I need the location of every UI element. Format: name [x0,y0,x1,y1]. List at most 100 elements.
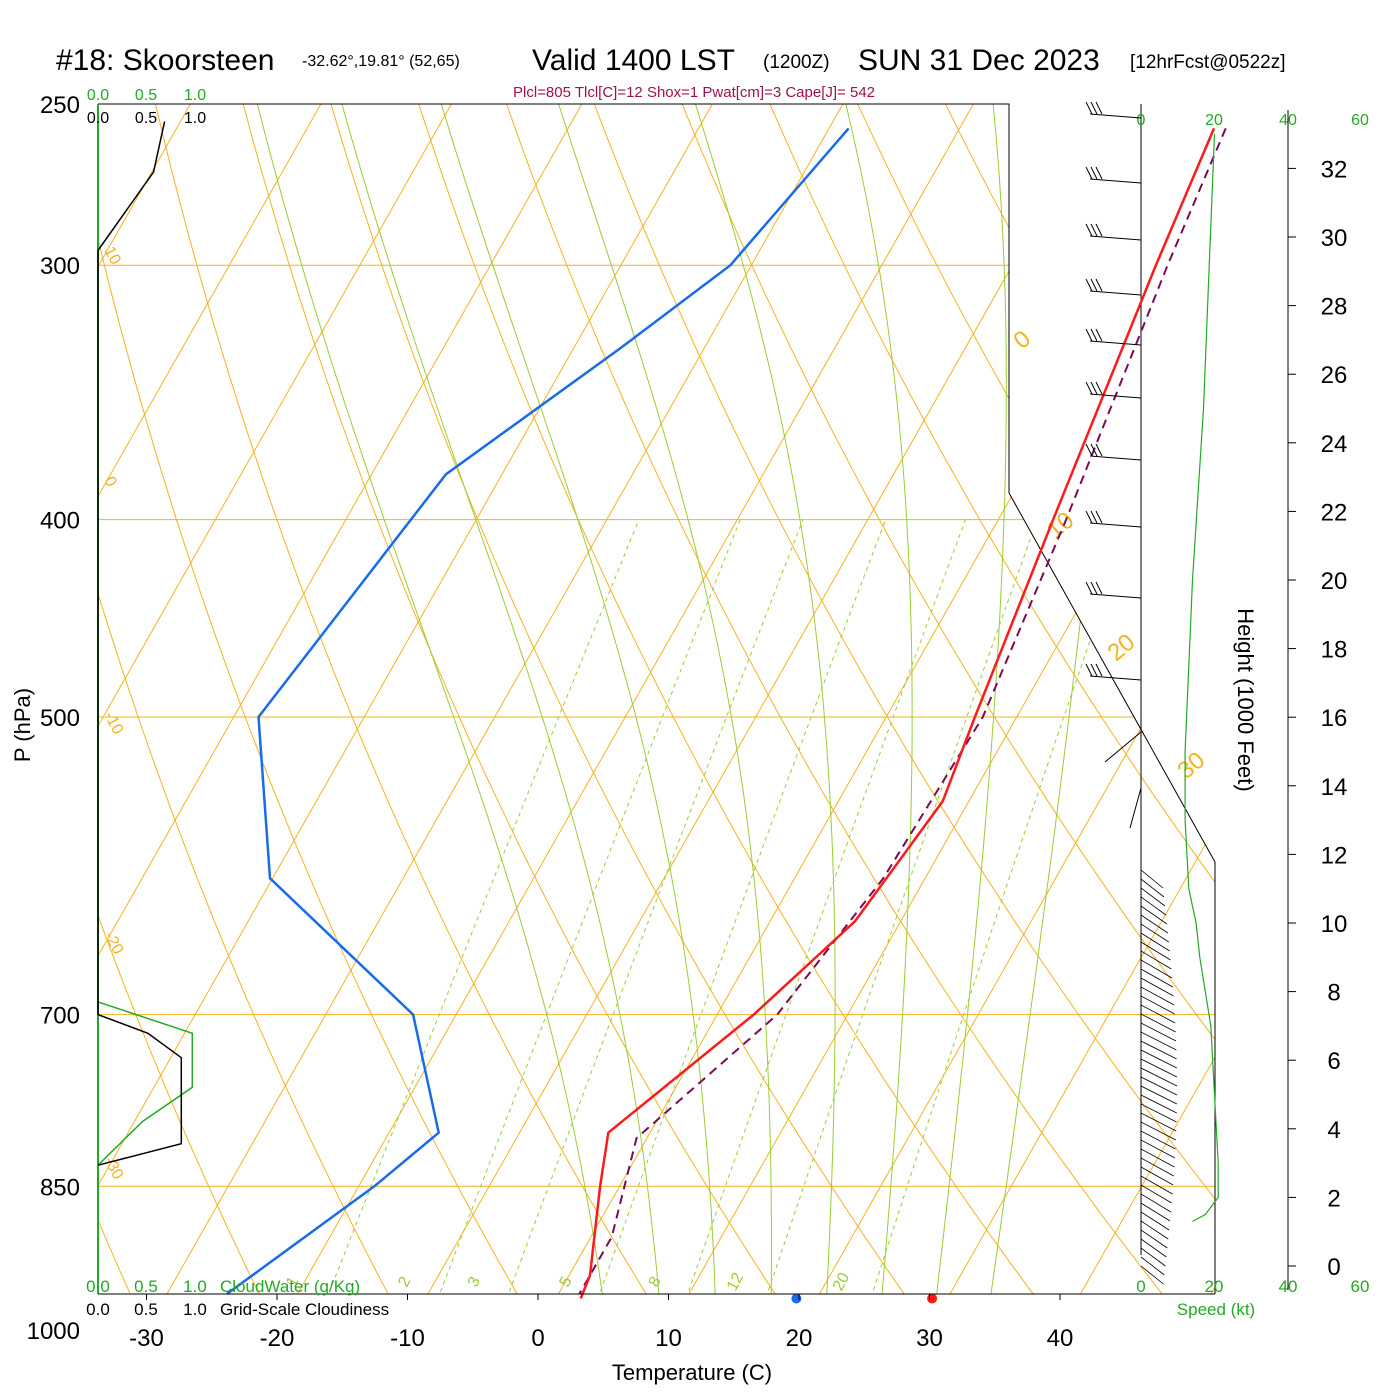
dry-adiabat-line [1014,104,1215,1294]
wind-barb-flag [1085,278,1093,292]
isotherm-line [98,104,342,1294]
wind-barb [1140,1067,1178,1087]
dry-adiabat-line [98,104,455,1294]
height-tick-label: 8 [1327,980,1340,1007]
temperature-tick-label: -30 [129,1325,164,1352]
wind-barb [1129,787,1142,829]
moist-adiabat-line [558,104,772,1294]
wind-barb [1089,235,1142,241]
wind-barb-flag [1095,510,1103,524]
cloud-scale-top-green: 0.0 [87,87,109,104]
mixing-ratio-label: 8 [646,1274,665,1290]
wind-barb [1089,522,1142,528]
valid-time: Valid 1400 LST [532,44,735,77]
wind-barb-flag [1085,223,1093,237]
cloud-scale-bottom-black: 0.0 [86,1300,110,1319]
wind-barb [1140,1022,1177,1042]
speed-tick-top: 60 [1351,112,1369,129]
height-tick-label: 14 [1321,774,1348,801]
temperature-tick-label: -20 [260,1325,295,1352]
temperature-tick-label: 30 [916,1325,943,1352]
wind-barb [1140,1013,1176,1033]
dry-adiabat-line [580,104,1215,1294]
wind-barb [1140,932,1170,952]
forecast-info: [12hrFcst@0522z] [1130,52,1286,73]
speed-tick-bottom: 0 [1136,1277,1145,1296]
wind-barb [1140,1202,1171,1222]
x-axis-label: Temperature (C) [612,1360,772,1385]
wind-barb-flag [1090,381,1098,395]
height-tick-label: 32 [1321,156,1348,183]
dry-adiabat-line [98,104,321,1294]
wind-barb [1140,1220,1169,1240]
wind-barb [1140,1121,1177,1141]
parcel-profile-line [578,128,1227,1295]
cloud-scale-bottom-black: 0.5 [134,1300,158,1319]
speed-tick-bottom: 60 [1351,1277,1370,1296]
temperature-tick-label: 10 [655,1325,682,1352]
wind-barb-flag [1090,101,1098,115]
speed-tick-top: 20 [1205,112,1223,129]
grid-lines [98,104,1215,1294]
isotherm-line [359,104,1125,1294]
pressure-tick-label: 850 [40,1174,80,1201]
wind-barb-flag [1090,278,1098,292]
moist-adiabat-line [341,104,666,1294]
wind-barb-flag [1085,510,1093,524]
wind-barb-flag [1090,166,1098,180]
wind-barb [1140,1265,1164,1285]
dry-adiabat-line [406,104,1126,1294]
isotherm-line [1142,104,1215,1294]
wind-barb [1140,1130,1176,1150]
wind-barb-flag [1095,381,1103,395]
wind-barb [1140,896,1167,916]
cloudiness-label: Grid-Scale Cloudiness [220,1300,389,1319]
wind-barb [1140,1031,1177,1051]
height-tick-label: 16 [1321,705,1348,732]
dry-adiabat-label: 30 [1173,747,1211,785]
wind-barb [1140,1085,1178,1105]
wind-barb-flag [1095,278,1103,292]
moist-adiabat-line [978,104,1123,1294]
dry-adiabat-line [667,104,1215,1294]
valid-date: SUN 31 Dec 2023 [858,44,1100,77]
dewpoint-profile-line [226,127,850,1295]
wind-barb [1140,1175,1173,1195]
isotherm-line [881,104,1215,1294]
isotherm-line [98,104,603,1294]
wind-barb-flag [1090,663,1098,677]
wind-barb [1140,1166,1174,1186]
wind-barb-flag [1095,166,1103,180]
height-tick-label: 26 [1321,362,1348,389]
wind-barb [1140,1103,1177,1123]
moist-adiabat-line [256,104,614,1294]
moist-adiabat-line [925,104,1007,1294]
moist-adiabat-line [695,104,836,1294]
mixing-ratio-line [475,519,804,1294]
wind-barb [1140,869,1164,889]
wind-barb [1140,1256,1165,1276]
pressure-tick-label: 250 [40,92,80,119]
mixing-ratio-label: 2 [395,1274,414,1290]
dry-adiabat-line [753,104,1215,1294]
height-axis-label: Height (1000 Feet) [1233,608,1258,791]
height-tick-label: 10 [1321,911,1348,938]
wind-barb-flag [1085,663,1093,677]
wind-barb [1089,675,1142,681]
station-title: #18: Skoorsteen [56,44,274,77]
pressure-tick-label: 300 [40,253,80,280]
height-tick-label: 30 [1321,225,1348,252]
temperature-tick-label: 0 [531,1325,544,1352]
isotherm-line [750,104,1215,1294]
dry-adiabat-label: 20 [1103,629,1141,667]
wind-barb-flag [1095,101,1103,115]
temperature-tick-label: 20 [786,1325,813,1352]
wind-barb [1089,455,1142,461]
dry-adiabat-line [840,104,1215,1294]
mixing-ratio-line [737,519,1038,1294]
wind-barb [1140,986,1175,1006]
cloud-scale-top-green: 1.0 [184,87,206,104]
surface-dewpoint-point [791,1293,802,1304]
isotherm-line [98,104,473,1294]
